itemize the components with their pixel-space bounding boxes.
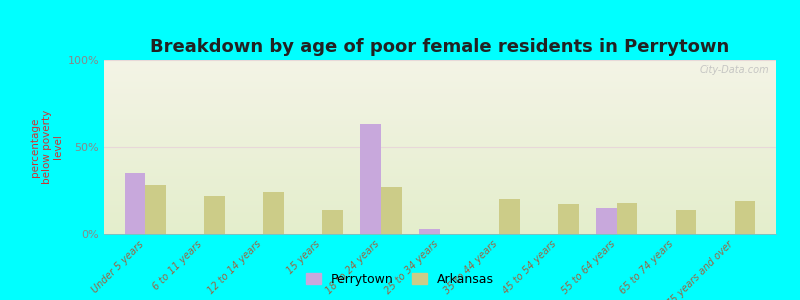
Bar	[596, 208, 617, 234]
Bar	[322, 210, 342, 234]
Bar	[558, 204, 578, 234]
Bar	[676, 210, 697, 234]
Text: City-Data.com: City-Data.com	[700, 65, 770, 75]
Y-axis label: percentage
below poverty
level: percentage below poverty level	[30, 110, 63, 184]
Bar	[361, 124, 381, 234]
Bar	[419, 229, 440, 234]
Bar	[734, 201, 755, 234]
Bar	[617, 203, 638, 234]
Bar	[499, 199, 519, 234]
Bar	[381, 187, 402, 234]
Bar	[263, 192, 284, 234]
Legend: Perrytown, Arkansas: Perrytown, Arkansas	[301, 268, 499, 291]
Bar	[204, 196, 225, 234]
Title: Breakdown by age of poor female residents in Perrytown: Breakdown by age of poor female resident…	[150, 38, 730, 56]
Bar	[125, 173, 146, 234]
Bar	[146, 185, 166, 234]
